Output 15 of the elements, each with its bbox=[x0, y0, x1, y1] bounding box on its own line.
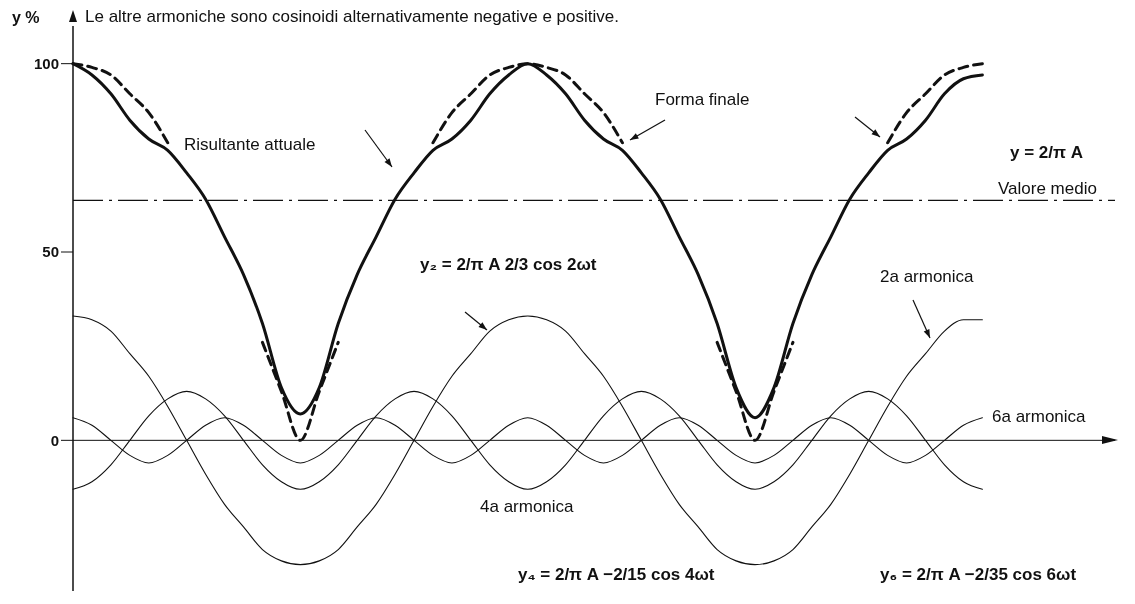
series-label: 6a armonica bbox=[992, 407, 1087, 426]
annotation: y = 2/π A bbox=[1010, 143, 1084, 162]
annotation: y₆ = 2/π A −2/35 cos 6ωt bbox=[880, 565, 1077, 584]
y-axis-title: y % bbox=[12, 9, 40, 26]
ref-line-label: Valore medio bbox=[998, 179, 1097, 198]
y-tick-label: 100 bbox=[33, 54, 59, 72]
y-tick-label: 0 bbox=[50, 431, 59, 449]
series-label: 4a armonica bbox=[480, 497, 575, 516]
annotation: y₄ = 2/π A −2/15 cos 4ωt bbox=[518, 565, 715, 584]
text: Forma finale bbox=[655, 90, 750, 109]
series-label: 2a armonica bbox=[880, 267, 975, 286]
series-label: Risultante attuale bbox=[184, 135, 316, 154]
y-tick-label: 50 bbox=[42, 243, 59, 261]
chart-title: Le altre armoniche sono cosinoidi alternativamente negative e positive. bbox=[85, 7, 619, 26]
annotation: y₂ = 2/π A 2/3 cos 2ωt bbox=[420, 255, 597, 274]
